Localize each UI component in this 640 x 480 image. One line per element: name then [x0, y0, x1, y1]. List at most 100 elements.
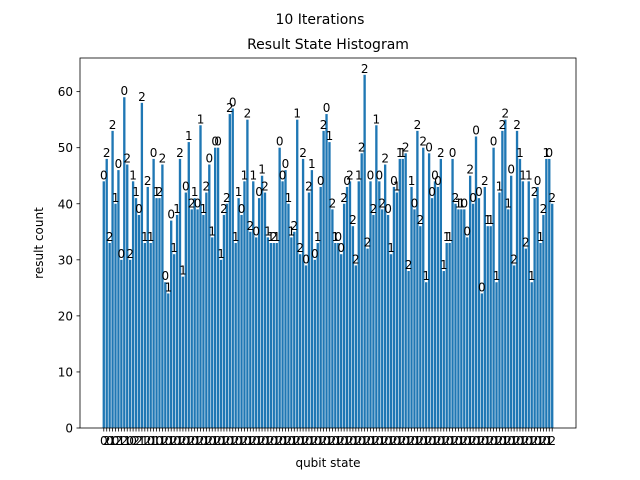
x-tick-label-72: 2 [311, 434, 319, 448]
bar-label-83: 0 [343, 174, 351, 188]
bar-label-103: 2 [402, 140, 410, 154]
bar-64 [290, 237, 293, 428]
x-tick-label-0: 0 [100, 434, 108, 448]
x-tick-label-140: 1 [510, 434, 518, 448]
bar-144 [524, 248, 527, 428]
bar-label-84: 2 [346, 168, 354, 182]
bar-128 [477, 198, 481, 428]
x-tick-label-21: 2 [162, 434, 170, 448]
x-tick-label-41: 1 [220, 434, 228, 448]
bar-147 [533, 198, 536, 428]
bar-label-90: 2 [364, 236, 372, 250]
bar-label-85: 2 [349, 213, 357, 227]
bar-47 [240, 214, 243, 428]
bar-label-22: 1 [164, 280, 172, 294]
bar-label-127: 0 [472, 123, 480, 137]
bar-65 [293, 231, 296, 428]
x-tick-label-99: 2 [390, 434, 398, 448]
y-axis: 0 10 20 30 40 50 60 [58, 85, 80, 436]
bar-3 [111, 130, 114, 428]
x-tick-label-77: 1 [326, 434, 334, 448]
x-tick-label-83: 1 [343, 434, 351, 448]
bar-label-148: 0 [534, 174, 542, 188]
x-tick-label-57: 2 [267, 434, 275, 448]
bar-label-116: 1 [440, 258, 448, 272]
bar-98 [389, 254, 393, 428]
x-tick-label-28: 0 [182, 434, 190, 448]
x-tick-label-10: 0 [129, 434, 137, 448]
bar-label-94: 0 [375, 168, 383, 182]
bar-106 [413, 209, 416, 428]
bar-label-134: 1 [493, 269, 501, 283]
x-tick-label-126: 2 [469, 434, 477, 448]
bar-label-69: 0 [302, 252, 310, 266]
bar-6 [120, 259, 123, 428]
bar-label-35: 2 [203, 180, 211, 194]
y-tick-label-5: 50 [58, 141, 73, 155]
bar-label-68: 2 [299, 146, 307, 160]
bar-label-36: 0 [205, 152, 213, 166]
x-tick-label-47: 1 [238, 434, 246, 448]
bar-69 [304, 265, 308, 428]
bar-120 [454, 203, 457, 428]
x-tick-label-50: 1 [247, 434, 255, 448]
x-tick-label-46: 0 [235, 434, 243, 448]
bar-label-74: 0 [317, 174, 325, 188]
bar-2 [108, 243, 111, 428]
x-tick-label-112: 0 [428, 434, 436, 448]
bar-41 [222, 214, 226, 428]
bar-35 [205, 192, 208, 428]
y-tick-label-2: 20 [58, 309, 73, 323]
bar-label-53: 0 [255, 185, 263, 199]
bar-89 [363, 74, 366, 428]
bar-28 [184, 192, 188, 428]
bar-87 [357, 181, 360, 428]
x-tick-label-66: 2 [293, 434, 301, 448]
bar-label-72: 0 [311, 247, 319, 261]
bar-label-87: 1 [355, 168, 363, 182]
x-tick-label-139: 0 [507, 434, 515, 448]
bar-label-7: 0 [120, 84, 128, 98]
bar-label-121: 1 [455, 196, 463, 210]
bar-92 [372, 214, 375, 428]
bar-117 [445, 243, 448, 428]
bar-91 [369, 181, 372, 428]
x-tick-label-73: 0 [314, 434, 322, 448]
bar-label-149: 1 [537, 230, 545, 244]
bar-75 [322, 130, 325, 428]
bar-label-0: 0 [100, 168, 108, 182]
bar-label-73: 1 [314, 230, 322, 244]
bar-118 [448, 243, 451, 428]
x-tick-label-23: 1 [167, 434, 175, 448]
x-tick-label-141: 2 [513, 434, 521, 448]
x-tick-label-153: 2 [548, 434, 556, 448]
x-tick-label-58: 0 [270, 434, 278, 448]
x-tick-label-125: 1 [466, 434, 474, 448]
x-tick-label-54: 2 [258, 434, 266, 448]
bar-label-58: 2 [270, 230, 278, 244]
bar-62 [284, 170, 287, 428]
bar-label-88: 2 [358, 140, 366, 154]
bar-9 [128, 259, 132, 428]
bar-60 [278, 147, 281, 428]
x-tick-label-67: 0 [296, 434, 304, 448]
bar-49 [246, 119, 249, 429]
bar-label-140: 2 [510, 252, 518, 266]
x-tick-label-35: 1 [203, 434, 211, 448]
x-tick-label-152: 1 [545, 434, 553, 448]
x-tick-label-85: 0 [349, 434, 357, 448]
x-tick-label-22: 0 [164, 434, 172, 448]
bar-109 [422, 147, 425, 428]
x-tick-label-120: 2 [452, 434, 460, 448]
bar-97 [386, 214, 390, 428]
bar-label-77: 1 [326, 129, 334, 143]
x-tick-label-151: 0 [543, 434, 551, 448]
bar-label-5: 0 [115, 157, 123, 171]
bar-110 [425, 282, 428, 428]
bar-51 [252, 181, 255, 428]
bar-63 [287, 203, 290, 428]
bar-130 [483, 186, 486, 428]
bar-label-151: 1 [543, 146, 551, 160]
bar-label-102: 1 [399, 146, 407, 160]
